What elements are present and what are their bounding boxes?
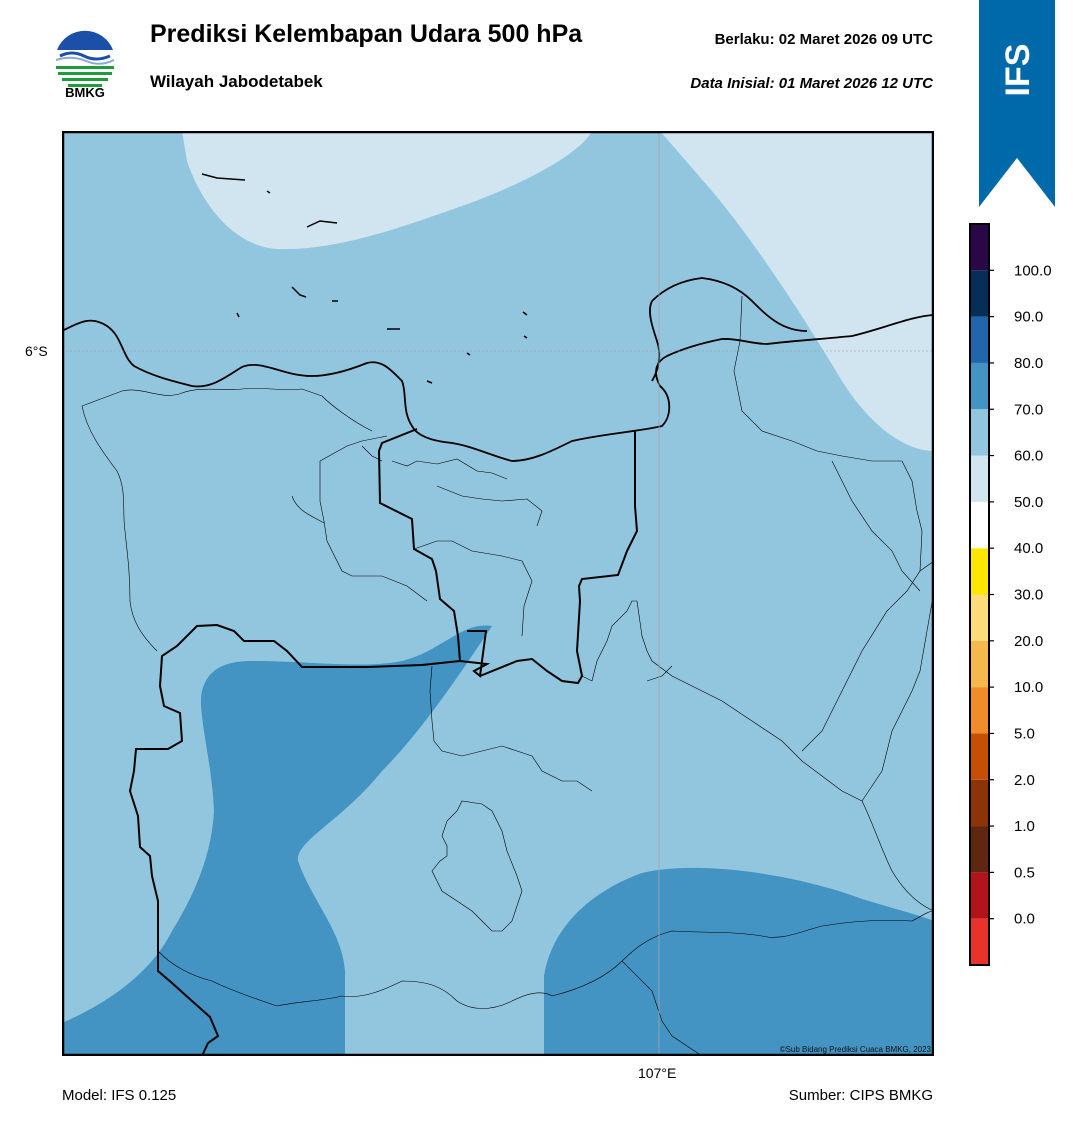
ifs-badge: IFS [979,0,1055,207]
colorbar-segment [970,501,989,549]
colorbar-segment [970,455,989,502]
coastline [62,277,934,462]
model-label: Model: IFS 0.125 [62,1087,177,1104]
colorbar-label: 10.0 [1014,679,1043,696]
map-title: Prediksi Kelembapan Udara 500 hPa [150,20,583,48]
colorbar: 0.0 0.5 1.0 2.0 5.0 10.0 20.0 30.0 40.0 50.0 60.0 7… [969,223,1052,966]
ifs-badge-text: IFS [999,44,1037,97]
colorbar-segment [970,826,989,873]
colorbar-label: 100.0 [1014,262,1052,279]
colorbar-segment [970,640,989,688]
colorbar-segment [970,270,989,317]
colorbar-label: 1.0 [1014,818,1035,835]
valid-time: Berlaku: 02 Maret 2026 09 UTC [714,31,933,48]
lon-label: 107°E [638,1065,677,1081]
lat-label: 6°S [25,343,48,359]
humidity-field-dark-southwest [62,625,492,1056]
initial-data-time: Data Inisial: 01 Maret 2026 12 UTC [690,75,933,92]
colorbar-label: 5.0 [1014,725,1035,742]
colorbar-segment [970,779,989,827]
district-borders [81,295,934,1056]
map-subtitle: Wilayah Jabodetabek [150,72,323,91]
colorbar-label: 60.0 [1014,448,1043,465]
colorbar-label: 0.5 [1014,864,1035,881]
colorbar-segment [970,918,989,965]
colorbar-segment [970,362,989,410]
colorbar-label: 50.0 [1014,494,1043,511]
colorbar-segment [970,224,989,271]
colorbar-segment [970,409,989,456]
humidity-field-dark-southeast [544,867,934,1056]
province-borders [128,428,639,1056]
colorbar-label: 20.0 [1014,633,1043,650]
logo-text: BMKG [65,85,105,100]
colorbar-label: 0.0 [1014,911,1035,928]
colorbar-label: 90.0 [1014,309,1043,326]
humidity-map [62,131,934,1056]
colorbar-segment [970,316,989,363]
map-frame [62,131,934,1056]
copyright-note: ©Sub Bidang Prediksi Cuaca BMKG, 2023 [779,1045,931,1054]
colorbar-segment [970,594,989,641]
colorbar-segment [970,733,989,780]
islands [201,173,528,384]
colorbar-label: 30.0 [1014,587,1043,604]
colorbar-segment [970,548,989,595]
colorbar-segment [970,687,989,734]
source-label: Sumber: CIPS BMKG [788,1087,933,1104]
humidity-field-light-north [182,131,592,250]
colorbar-segment [970,872,989,919]
colorbar-label: 2.0 [1014,772,1035,789]
colorbar-label: 40.0 [1014,540,1043,557]
colorbar-label: 70.0 [1014,401,1043,418]
humidity-field-light-northeast [660,131,934,451]
colorbar-label: 80.0 [1014,355,1043,372]
bmkg-logo [54,30,116,92]
